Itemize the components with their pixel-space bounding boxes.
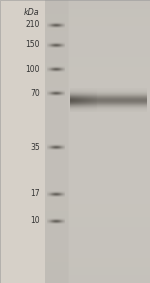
Text: 100: 100	[25, 65, 40, 74]
Text: 17: 17	[30, 189, 40, 198]
Text: kDa: kDa	[24, 8, 40, 18]
Text: 210: 210	[25, 20, 40, 29]
Text: 35: 35	[30, 143, 40, 152]
Text: 10: 10	[30, 216, 40, 225]
Text: 70: 70	[30, 89, 40, 98]
Text: 150: 150	[25, 40, 40, 49]
